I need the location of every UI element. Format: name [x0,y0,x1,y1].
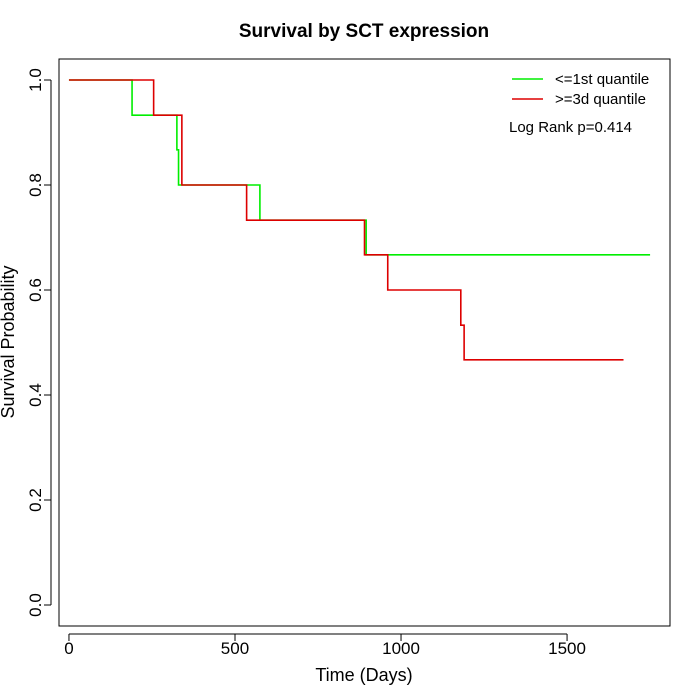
x-tick-label: 1000 [382,639,420,658]
x-axis-label: Time (Days) [315,665,412,685]
y-tick-label: 1.0 [26,68,45,92]
y-tick-label: 0.4 [26,383,45,407]
y-tick-label: 0.6 [26,278,45,302]
y-axis: 0.0 0.2 0.4 0.6 0.8 1.0 [26,68,52,617]
y-tick-label: 0.2 [26,488,45,512]
x-tick-label: 0 [64,639,73,658]
log-rank-annotation: Log Rank p=0.414 [509,119,632,136]
legend: <=1st quantile >=3d quantile [512,71,649,108]
x-tick-label: 500 [221,639,249,658]
legend-label-2: >=3d quantile [555,91,646,108]
y-axis-label: Survival Probability [0,265,18,418]
y-tick-label: 0.0 [26,593,45,617]
series-line-1 [68,79,651,256]
series-line-2 [68,79,624,361]
x-tick-label: 1500 [548,639,586,658]
x-axis: 0 500 1000 1500 [64,633,586,658]
plot-frame [58,58,671,627]
y-tick-label: 0.8 [26,173,45,197]
legend-label-1: <=1st quantile [555,71,649,88]
chart-title: Survival by SCT expression [239,21,489,42]
series-layer [68,79,651,361]
